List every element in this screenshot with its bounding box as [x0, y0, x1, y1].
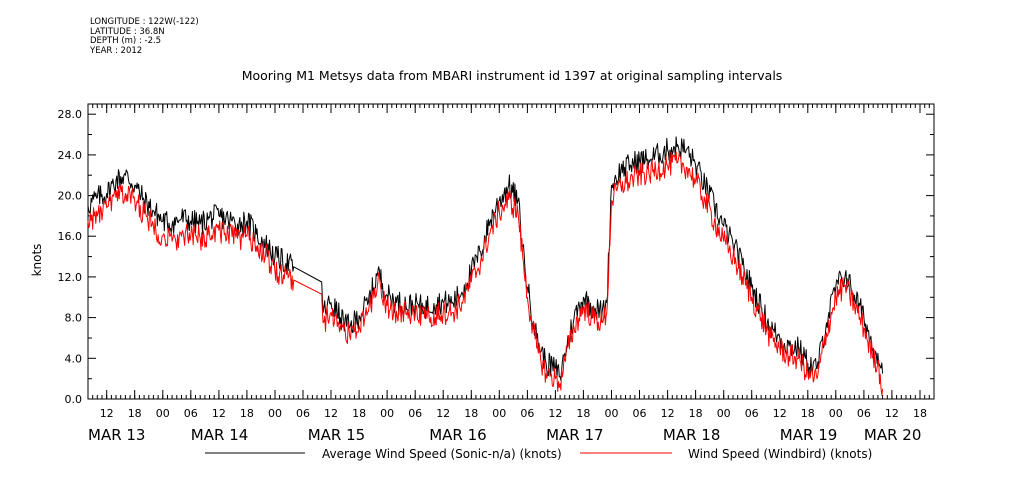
longitude-label: LONGITUDE : 122W(-122) [90, 17, 199, 27]
x-tick-label: 06 [520, 407, 534, 420]
x-tick-label: 00 [268, 407, 282, 420]
x-tick-label: 18 [689, 407, 703, 420]
x-tick-label: 00 [380, 407, 394, 420]
x-tick-label: 18 [801, 407, 815, 420]
x-day-label: MAR 15 [308, 426, 365, 444]
y-tick-label: 0.0 [65, 393, 83, 406]
x-tick-label: 00 [492, 407, 506, 420]
x-tick-label: 12 [773, 407, 787, 420]
series-line-windbird [87, 151, 884, 396]
x-tick-label: 18 [913, 407, 927, 420]
x-day-label: MAR 17 [546, 426, 603, 444]
x-tick-label: 12 [661, 407, 675, 420]
year-label: YEAR : 2012 [90, 45, 143, 56]
x-tick-label: 06 [857, 407, 871, 420]
metadata-block: LONGITUDE : 122W(-122) LATITUDE : 36.8N … [90, 17, 199, 56]
y-tick-label: 12.0 [58, 271, 83, 284]
legend-label: Wind Speed (Windbird) (knots) [688, 447, 872, 461]
x-tick-label: 06 [296, 407, 310, 420]
x-tick-label: 18 [576, 407, 590, 420]
x-tick-label: 12 [885, 407, 899, 420]
x-tick-label: 12 [436, 407, 450, 420]
x-tick-label: 12 [548, 407, 562, 420]
x-tick-label: 00 [717, 407, 731, 420]
x-tick-label: 18 [464, 407, 478, 420]
legend-label: Average Wind Speed (Sonic-n/a) (knots) [322, 447, 562, 461]
y-tick-label: 28.0 [58, 108, 83, 121]
series-layer [87, 136, 884, 396]
y-tick-label: 8.0 [65, 312, 83, 325]
x-tick-label: 12 [212, 407, 226, 420]
y-axis-ticks: 0.0 4.0 8.0 12.0 16.0 20.0 24.0 28.0 [58, 108, 934, 406]
y-tick-label: 16.0 [58, 230, 83, 243]
x-tick-label: 00 [156, 407, 170, 420]
x-tick-label: 12 [100, 407, 114, 420]
y-tick-label: 24.0 [58, 149, 83, 162]
y-axis-label: knots [30, 244, 44, 277]
y-tick-label: 4.0 [65, 352, 83, 365]
x-day-label: MAR 18 [663, 426, 720, 444]
x-tick-label: 18 [352, 407, 366, 420]
x-tick-label: 18 [128, 407, 142, 420]
x-day-label: MAR 13 [88, 426, 145, 444]
y-tick-label: 20.0 [58, 190, 83, 203]
x-tick-label: 00 [605, 407, 619, 420]
x-day-label: MAR 14 [191, 426, 248, 444]
x-axis-ticks: 12 18 00 06 12 18 00 06 12 18 00 06 12 18 00 06 12 18 00 06… [88, 104, 927, 444]
x-day-label: MAR 20 [864, 426, 921, 444]
x-tick-label: 06 [745, 407, 759, 420]
plot-frame [87, 103, 935, 400]
legend: Average Wind Speed (Sonic-n/a) (knots) Wi… [205, 447, 872, 461]
minor-ticks [87, 104, 935, 399]
x-tick-label: 06 [633, 407, 647, 420]
x-day-label: MAR 19 [780, 426, 837, 444]
x-tick-label: 18 [240, 407, 254, 420]
x-tick-label: 06 [408, 407, 422, 420]
x-tick-label: 06 [184, 407, 198, 420]
depth-label: DEPTH (m) : -2.5 [90, 36, 162, 46]
x-tick-label: 12 [324, 407, 338, 420]
chart-title: Mooring M1 Metsys data from MBARI instru… [242, 68, 783, 83]
x-tick-label: 00 [829, 407, 843, 420]
latitude-label: LATITUDE : 36.8N [90, 26, 165, 37]
x-day-label: MAR 16 [429, 426, 486, 444]
series-line-sonic [87, 136, 884, 382]
